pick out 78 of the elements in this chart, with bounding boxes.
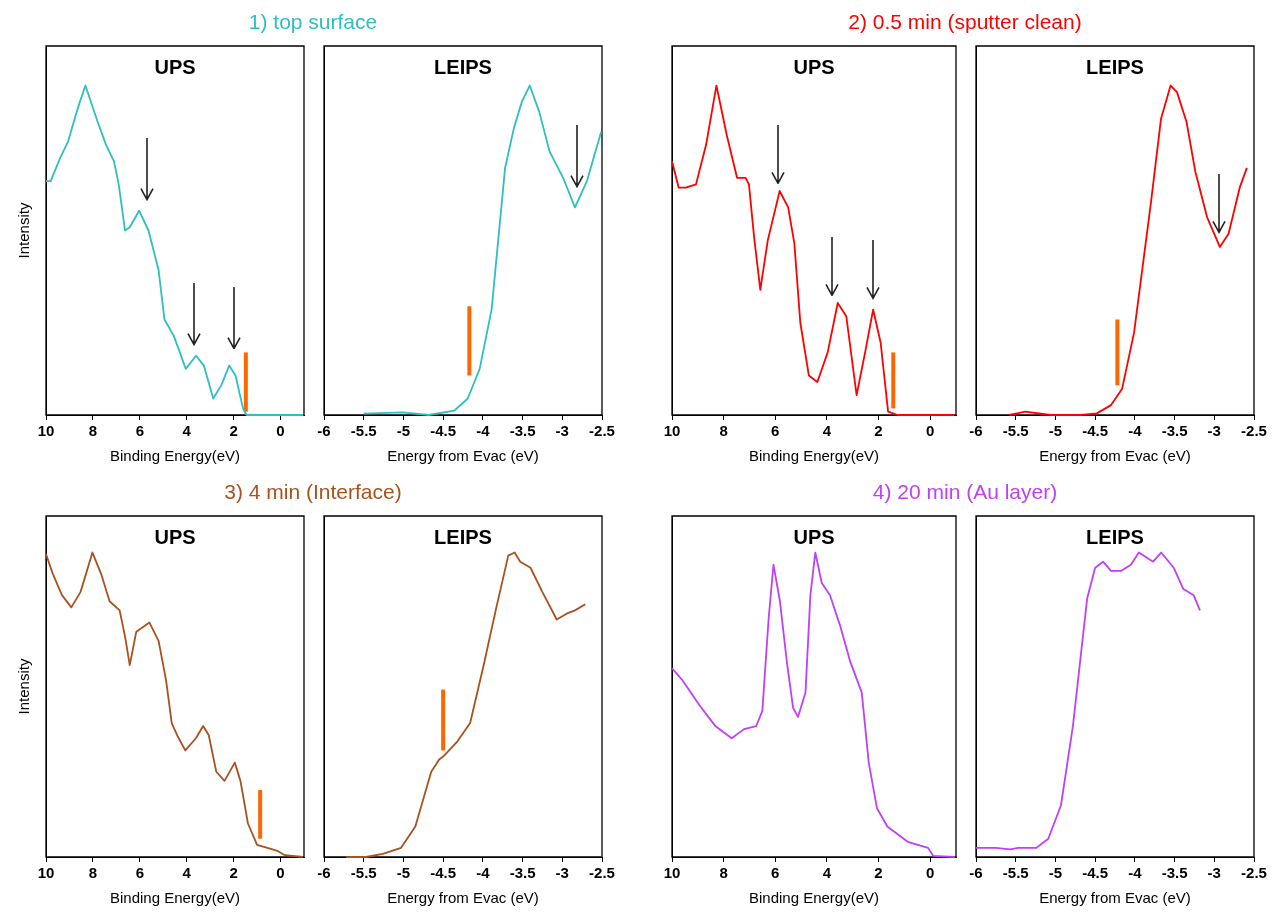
chart-subtitle: UPS: [792, 56, 836, 79]
x-tick-label: -5: [396, 864, 411, 882]
x-tick-label: -4.5: [430, 422, 457, 440]
x-tick-label: 4: [822, 422, 832, 440]
x-tick-label: -4.5: [1082, 864, 1109, 882]
x-axis-title: Binding Energy(eV): [109, 447, 241, 465]
chart-title: 2) 0.5 min (sputter clean): [847, 10, 1083, 34]
x-tick-label: -5.5: [1002, 422, 1029, 440]
x-tick-label: -3.5: [509, 864, 536, 882]
x-tick-label: -4.5: [1082, 422, 1109, 440]
x-tick-label: 2: [229, 864, 238, 882]
x-axis-title: Binding Energy(eV): [748, 447, 880, 465]
chart-title: 1) top surface: [247, 10, 379, 34]
x-tick-label: 8: [719, 422, 728, 440]
chart-subtitle: LEIPS: [1085, 526, 1145, 549]
x-tick-label: 0: [276, 422, 285, 440]
x-tick-label: -3: [555, 864, 569, 882]
x-tick-label: 4: [182, 422, 192, 440]
x-tick-label: 4: [182, 864, 192, 882]
chart-subtitle: UPS: [153, 526, 197, 549]
x-tick-label: -4: [476, 864, 491, 882]
x-tick-label: -4: [1128, 422, 1143, 440]
x-tick-label: 6: [135, 864, 144, 882]
x-tick-label: -5.5: [1002, 864, 1029, 882]
x-tick-label: 0: [926, 864, 935, 882]
x-tick-label: 2: [229, 422, 238, 440]
x-tick-label: 10: [37, 422, 55, 440]
x-tick-label: -2.5: [1241, 422, 1267, 440]
x-tick-label: 8: [719, 864, 728, 882]
x-tick-label: 2: [874, 864, 883, 882]
x-tick-label: 6: [771, 864, 780, 882]
x-tick-label: -5: [1048, 422, 1063, 440]
x-tick-label: -4: [476, 422, 491, 440]
chart-subtitle: LEIPS: [433, 56, 493, 79]
x-tick-label: -5: [396, 422, 411, 440]
chart-title: 4) 20 min (Au layer): [871, 480, 1059, 504]
x-tick-label: 0: [926, 422, 935, 440]
x-tick-label: 10: [663, 864, 681, 882]
x-tick-label: -3.5: [1161, 864, 1188, 882]
y-axis-title: Intensity: [15, 658, 33, 715]
chart-subtitle: LEIPS: [433, 526, 493, 549]
x-tick-label: -4: [1128, 864, 1143, 882]
x-tick-label: 8: [88, 864, 98, 882]
x-tick-label: -6: [969, 864, 983, 882]
x-axis-title: Energy from Evac (eV): [387, 889, 539, 907]
x-tick-label: -4.5: [430, 864, 457, 882]
x-tick-label: -2.5: [1241, 864, 1267, 882]
x-tick-label: -2.5: [589, 422, 615, 440]
x-tick-label: -5: [1048, 864, 1063, 882]
x-axis-title: Energy from Evac (eV): [387, 447, 539, 465]
chart-subtitle: LEIPS: [1085, 56, 1145, 79]
x-tick-label: 2: [874, 422, 883, 440]
x-tick-label: -3.5: [1161, 422, 1188, 440]
x-tick-label: 10: [37, 864, 55, 882]
x-axis-title: Energy from Evac (eV): [1039, 447, 1191, 465]
x-tick-label: -3: [555, 422, 569, 440]
x-tick-label: 4: [822, 864, 832, 882]
x-axis-title: Binding Energy(eV): [109, 889, 241, 907]
x-tick-label: -6: [317, 864, 331, 882]
x-tick-label: -3.5: [509, 422, 536, 440]
x-tick-label: 6: [771, 422, 780, 440]
chart-subtitle: UPS: [792, 526, 836, 549]
x-tick-label: 0: [276, 864, 285, 882]
x-tick-label: -3: [1207, 422, 1221, 440]
x-axis-title: Binding Energy(eV): [748, 889, 880, 907]
x-tick-label: -5.5: [350, 864, 377, 882]
x-tick-label: -6: [317, 422, 331, 440]
x-tick-label: -3: [1207, 864, 1221, 882]
x-tick-label: 10: [663, 422, 681, 440]
y-axis-title: Intensity: [15, 202, 33, 259]
x-tick-label: 6: [135, 422, 144, 440]
x-tick-label: -6: [969, 422, 983, 440]
x-tick-label: -5.5: [350, 422, 377, 440]
chart-subtitle: UPS: [153, 56, 197, 79]
x-axis-title: Energy from Evac (eV): [1039, 889, 1191, 907]
x-tick-label: 8: [88, 422, 98, 440]
chart-title: 3) 4 min (Interface): [223, 480, 403, 504]
x-tick-label: -2.5: [589, 864, 615, 882]
